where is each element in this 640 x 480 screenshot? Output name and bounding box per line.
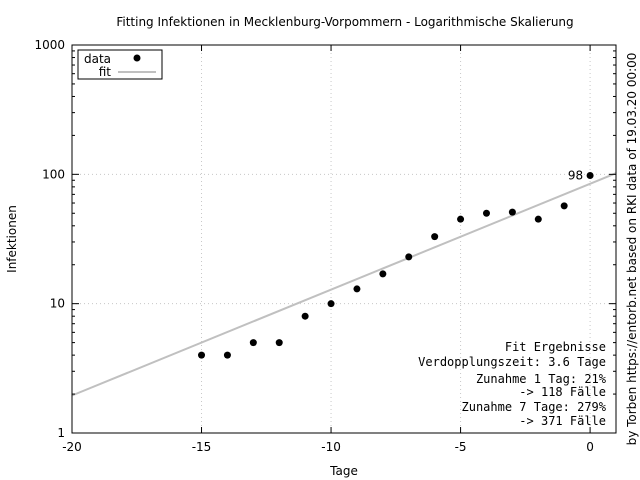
y-tick-label: 1000 xyxy=(34,38,65,52)
chart-title: Fitting Infektionen in Mecklenburg-Vorpo… xyxy=(116,15,573,29)
plot-frame xyxy=(71,44,617,434)
data-point xyxy=(301,312,309,320)
data-point xyxy=(198,351,206,359)
data-point xyxy=(379,270,387,278)
fit-results-box: Fit Ergebnisse Verdopplungszeit: 3.6 Tag… xyxy=(418,340,607,428)
data-point xyxy=(223,351,231,359)
x-tick-label: 0 xyxy=(586,440,594,454)
x-tick-label: -15 xyxy=(192,440,212,454)
data-points-layer: 98 xyxy=(198,168,594,359)
data-point xyxy=(457,215,465,223)
y-tick-label: 1 xyxy=(57,426,65,440)
data-point xyxy=(534,215,542,223)
legend-box xyxy=(77,49,163,80)
data-point xyxy=(586,171,594,179)
data-point xyxy=(327,300,335,308)
data-point xyxy=(508,208,516,216)
fit-result-line: Verdopplungszeit: 3.6 Tage xyxy=(418,355,606,369)
x-tick-label: -10 xyxy=(321,440,341,454)
data-point xyxy=(482,209,490,217)
right-credit-label: by Torben https://entorb.net based on RK… xyxy=(625,53,639,446)
fit-result-line: Zunahme 7 Tage: 279% xyxy=(462,400,607,414)
legend-label-data: data xyxy=(84,52,111,66)
data-point xyxy=(405,253,413,261)
fit-line-layer xyxy=(71,172,617,397)
point-annotation: 98 xyxy=(568,168,583,182)
y-axis-title: Infektionen xyxy=(5,205,19,273)
data-point xyxy=(560,202,568,210)
legend-marker-data xyxy=(133,54,141,62)
axis-ticks: -20 -15 -10 -5 0 1 10 100 1000 xyxy=(34,38,616,454)
fit-result-line: -> 118 Fälle xyxy=(519,385,606,399)
data-point xyxy=(353,285,361,293)
fit-line xyxy=(71,172,617,397)
legend-label-fit: fit xyxy=(99,65,112,79)
y-tick-label: 10 xyxy=(50,297,65,311)
legend: data fit xyxy=(77,49,163,80)
fit-result-line: Fit Ergebnisse xyxy=(505,340,606,354)
data-point xyxy=(431,233,439,241)
data-point xyxy=(249,339,257,347)
data-point xyxy=(275,339,283,347)
grid xyxy=(72,45,616,433)
fit-result-line: -> 371 Fälle xyxy=(519,414,606,428)
x-axis-title: Tage xyxy=(329,464,358,478)
y-tick-label: 100 xyxy=(42,167,65,181)
x-tick-label: -5 xyxy=(455,440,467,454)
x-tick-label: -20 xyxy=(62,440,82,454)
fit-result-line: Zunahme 1 Tag: 21% xyxy=(476,372,607,386)
